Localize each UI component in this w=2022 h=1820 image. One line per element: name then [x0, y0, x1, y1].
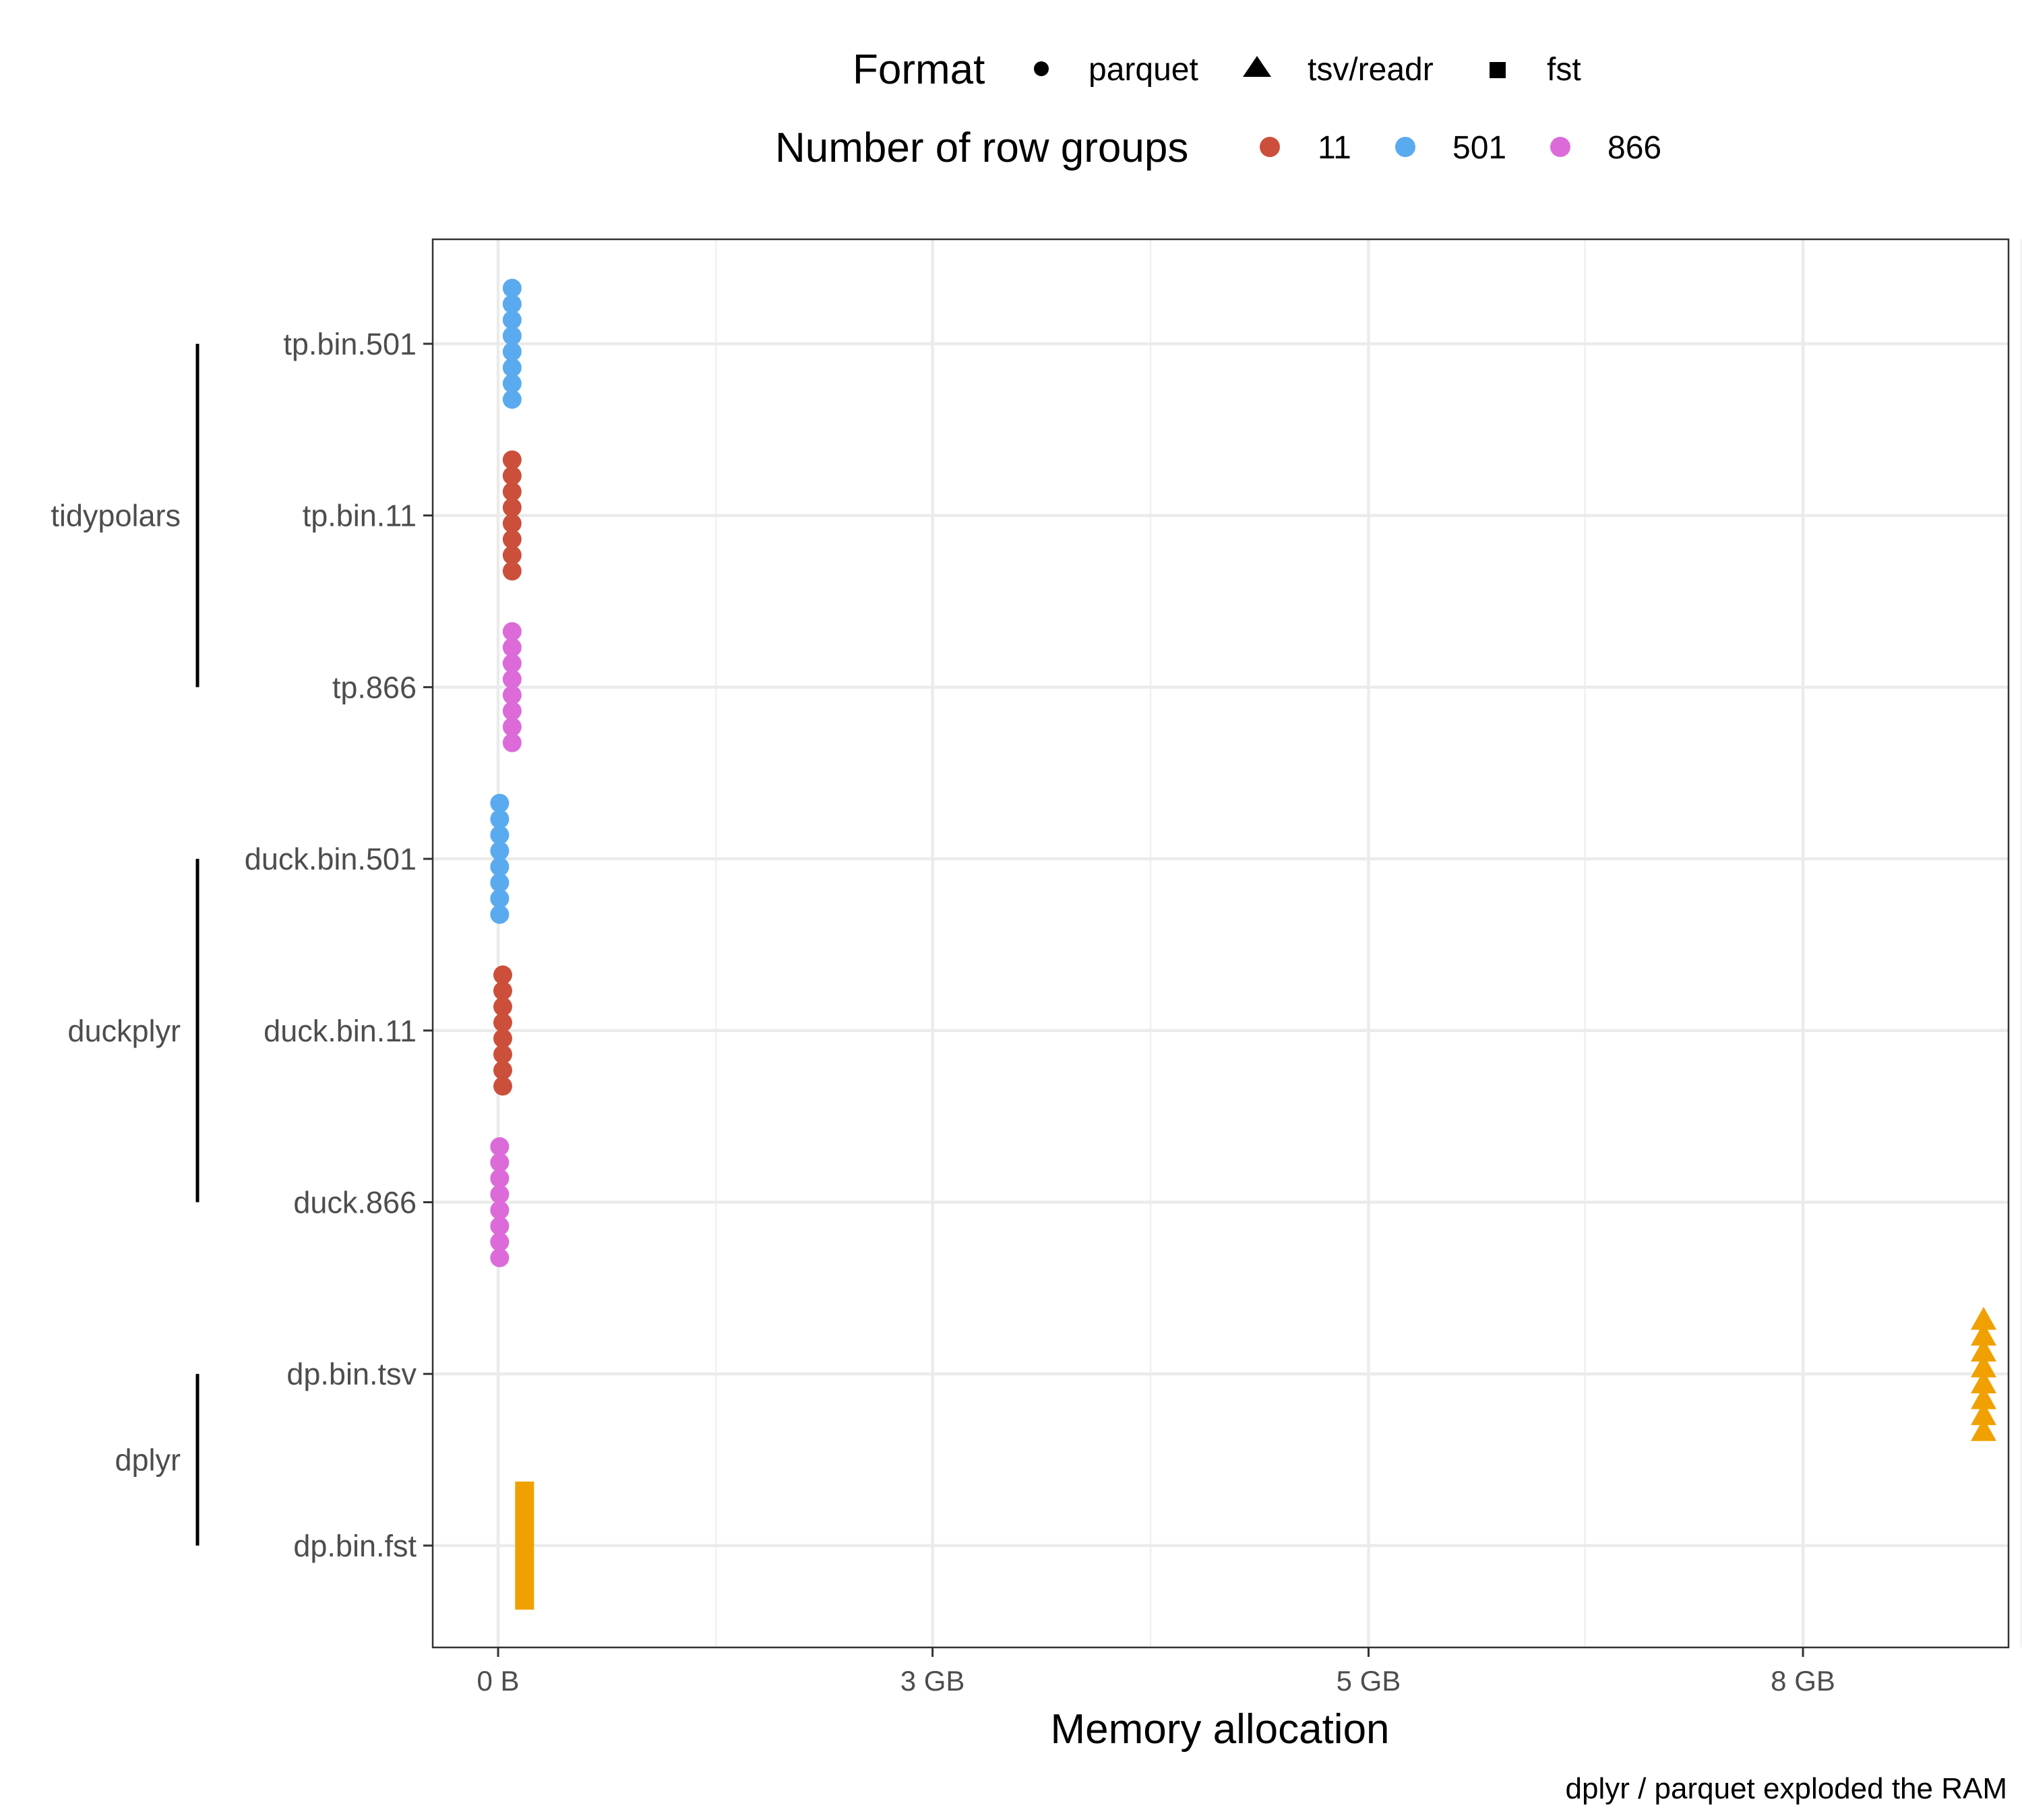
point-duck.866-2: [490, 1169, 510, 1188]
legend-row-groups-title: Number of row groups: [775, 125, 1188, 171]
y-tick-label-3: duck.bin.501: [245, 842, 417, 876]
point-tp.bin.501-7: [502, 390, 522, 409]
legend-11-dot-icon: [1260, 137, 1280, 157]
point-tp.bin.11-6: [502, 545, 522, 565]
point-duck.bin.11-7: [493, 1076, 512, 1096]
point-tp.866-6: [502, 717, 522, 737]
data-points: [490, 278, 1997, 1610]
minor-gridlines: [715, 239, 2022, 1647]
legend-row-groups: Number of row groups 11 501 866: [775, 125, 1661, 171]
point-dp.bin.tsv-2: [1971, 1338, 1997, 1362]
y-tick-label-5: duck.866: [293, 1186, 417, 1220]
point-dp.bin.tsv-1: [1971, 1323, 1997, 1346]
point-tp.bin.501-5: [502, 358, 522, 377]
x-tick-label-1: 3 GB: [900, 1665, 965, 1697]
point-tp.bin.11-5: [502, 530, 522, 549]
y-group-brackets: tidypolars duckplyr dplyr: [51, 344, 200, 1546]
point-tp.bin.11-3: [502, 497, 522, 517]
point-dp.bin.tsv-4: [1971, 1370, 1997, 1393]
y-tick-label-7: dp.bin.fst: [293, 1529, 417, 1563]
point-duck.bin.11-2: [493, 997, 512, 1017]
point-tp.bin.501-2: [502, 310, 522, 330]
y-tick-label-4: duck.bin.11: [264, 1014, 417, 1048]
point-tp.bin.11-2: [502, 482, 522, 502]
point-tp.bin.11-4: [502, 514, 522, 533]
point-duck.866-4: [490, 1201, 510, 1220]
point-tp.866-3: [502, 669, 522, 689]
point-duck.bin.501-3: [490, 841, 510, 861]
group-label-1: duckplyr: [67, 1014, 181, 1048]
y-tick-label-6: dp.bin.tsv: [286, 1357, 417, 1391]
point-tp.bin.501-3: [502, 326, 522, 346]
y-axis: tp.bin.501 tp.bin.11 tp.866 duck.bin.501 duc…: [245, 327, 433, 1563]
legend-11-label: 11: [1318, 130, 1351, 166]
point-tp.bin.501-6: [502, 373, 522, 393]
point-dp.bin.tsv-5: [1971, 1386, 1997, 1409]
point-duck.bin.501-6: [490, 889, 510, 909]
point-duck.bin.11-6: [493, 1060, 512, 1080]
point-duck.bin.11-4: [493, 1029, 512, 1048]
group-label-0: tidypolars: [51, 499, 181, 533]
point-dp.bin.tsv-0: [1971, 1306, 1997, 1330]
point-dp.bin.tsv-3: [1971, 1354, 1997, 1378]
point-duck.bin.501-5: [490, 873, 510, 892]
point-duck.866-7: [490, 1248, 510, 1267]
point-dp.bin.tsv-6: [1971, 1402, 1997, 1426]
x-axis: 0 B 3 GB 5 GB 8 GB: [477, 1647, 1835, 1697]
legend-866-label: 866: [1607, 130, 1661, 166]
point-tp.bin.11-1: [502, 466, 522, 485]
legend-tsv-triangle-icon: [1243, 56, 1271, 77]
legend-parquet-label: parquet: [1089, 52, 1198, 88]
point-duck.866-1: [490, 1153, 510, 1172]
point-duck.bin.11-3: [493, 1013, 512, 1033]
point-tp.866-1: [502, 638, 522, 657]
chart-caption: dplyr / parquet exploded the RAM: [1566, 1772, 2008, 1805]
x-axis-title: Memory allocation: [1050, 1706, 1389, 1753]
y-tick-label-0: tp.bin.501: [283, 327, 417, 361]
y-tick-label-1: tp.bin.11: [303, 499, 417, 533]
point-duck.866-6: [490, 1232, 510, 1252]
legend-fst-label: fst: [1547, 52, 1581, 88]
legend-501-dot-icon: [1395, 137, 1415, 157]
legend-format-title: Format: [853, 47, 985, 93]
major-gridlines: [433, 239, 2009, 1647]
point-duck.bin.501-7: [490, 905, 510, 924]
point-tp.866-5: [502, 701, 522, 721]
point-tp.866-0: [502, 621, 522, 641]
plot-panel-border: [431, 238, 2010, 1649]
fst-bar-mark: [515, 1481, 534, 1610]
point-tp.bin.11-7: [502, 562, 522, 581]
point-duck.bin.11-0: [493, 965, 512, 985]
x-tick-label-0: 0 B: [477, 1665, 520, 1697]
y-tick-label-2: tp.866: [332, 670, 417, 704]
point-duck.866-5: [490, 1216, 510, 1236]
point-duck.bin.501-1: [490, 810, 510, 829]
point-tp.bin.501-4: [502, 342, 522, 361]
legend-parquet-circle-icon: [1034, 61, 1049, 76]
point-tp.866-2: [502, 654, 522, 673]
point-duck.bin.501-2: [490, 825, 510, 845]
point-duck.bin.501-0: [490, 793, 510, 813]
point-tp.bin.11-0: [502, 450, 522, 470]
legend-866-dot-icon: [1550, 137, 1570, 157]
x-tick-label-2: 5 GB: [1337, 1665, 1401, 1697]
legend-501-label: 501: [1452, 130, 1506, 166]
point-tp.bin.501-1: [502, 295, 522, 314]
legend-tsv-label: tsv/readr: [1308, 52, 1434, 88]
x-tick-label-3: 8 GB: [1771, 1665, 1835, 1697]
point-tp.866-4: [502, 686, 522, 705]
point-tp.866-7: [502, 733, 522, 752]
group-label-2: dplyr: [115, 1443, 181, 1478]
point-duck.bin.11-1: [493, 981, 512, 1000]
point-dp.bin.tsv-7: [1971, 1418, 1997, 1441]
point-duck.bin.501-4: [490, 857, 510, 876]
point-duck.bin.11-5: [493, 1045, 512, 1064]
point-tp.bin.501-0: [502, 278, 522, 298]
point-duck.866-0: [490, 1137, 510, 1156]
legend-format: Format parquet tsv/readr fst: [853, 47, 1581, 93]
legend-fst-square-icon: [1490, 62, 1506, 78]
point-duck.866-3: [490, 1184, 510, 1204]
